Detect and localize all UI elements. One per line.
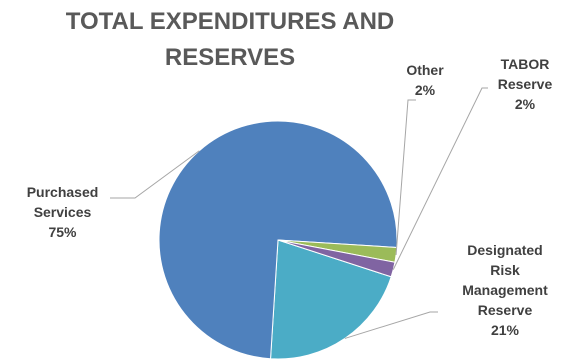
- slice-label-1: Purchased Services 75%: [10, 182, 115, 242]
- slice-label-text: Reserve: [497, 76, 553, 92]
- slice-label-text: Management: [462, 282, 548, 298]
- slice-value-label: 75%: [48, 224, 77, 240]
- slice-label-text: Purchased: [26, 184, 99, 200]
- slice-value-label: 21%: [490, 322, 520, 338]
- slice-label-0: Designated Risk Management Reserve 21%: [440, 240, 569, 340]
- slice-label-text: Other: [406, 62, 444, 78]
- leader-line-1: [110, 150, 200, 199]
- slice-value-label: 2%: [514, 96, 536, 112]
- slice-value-label: 2%: [414, 82, 436, 98]
- slice-label-text: TABOR: [500, 56, 550, 72]
- slice-label-text: Designated: [467, 242, 543, 258]
- slice-label-text: Services: [33, 204, 92, 220]
- slice-label-text: Risk: [490, 262, 520, 278]
- slice-label-2: Other 2%: [395, 60, 455, 100]
- slice-label-3: TABOR Reserve 2%: [490, 54, 560, 114]
- leader-line-0: [344, 311, 438, 339]
- slice-label-text: Reserve: [477, 302, 533, 318]
- leader-line-2: [395, 99, 416, 255]
- chart-title-line-1: TOTAL EXPENDITURES AND: [65, 8, 395, 35]
- leader-line-3: [392, 87, 488, 270]
- chart-title-line-2: RESERVES: [164, 44, 296, 71]
